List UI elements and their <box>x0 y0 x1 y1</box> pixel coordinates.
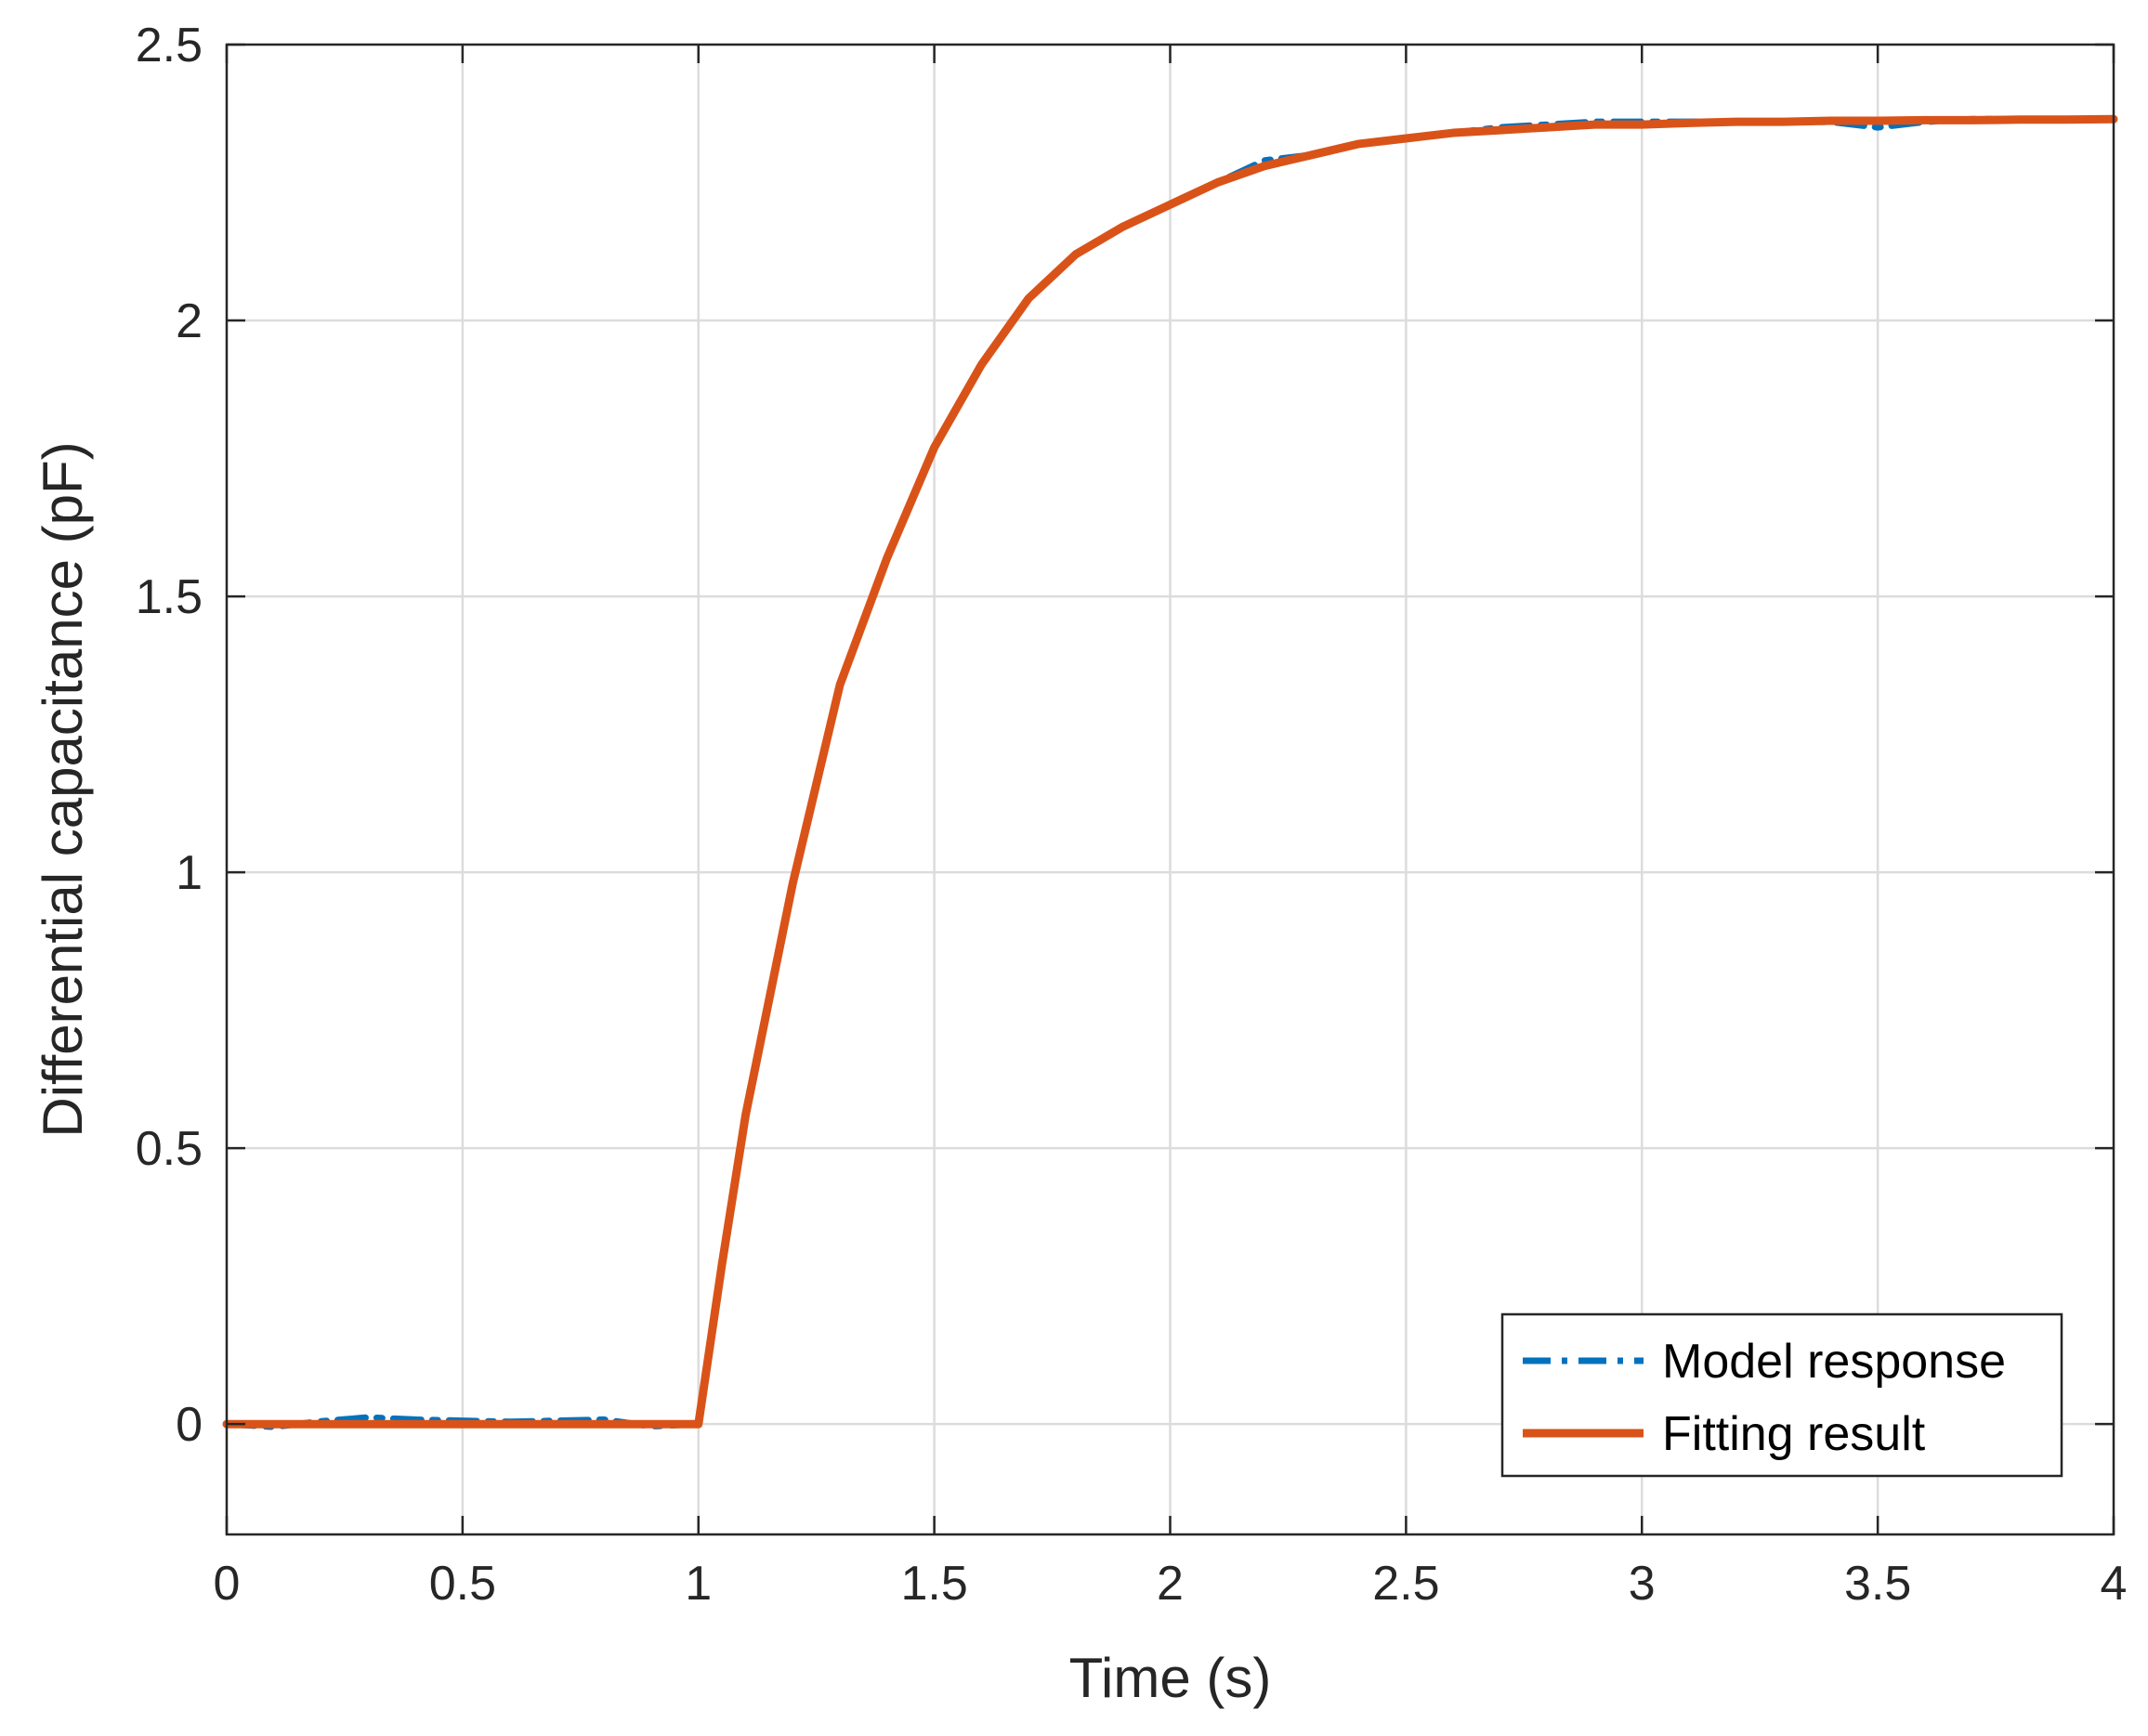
ticks <box>225 43 2115 1534</box>
legend-label-fitting-result: Fitting result <box>1662 1407 1926 1461</box>
y-tick-label-5: 2.5 <box>136 19 203 72</box>
tick-labels: 0 0.5 1 1.5 2 2.5 3 3.5 4 0 0.5 1 1.5 2 2.5 <box>136 19 2128 1611</box>
legend-box <box>1500 1312 2063 1478</box>
x-tick-label-8: 4 <box>2101 1557 2128 1611</box>
x-axis-title: Time (s) <box>1069 1647 1272 1709</box>
y-tick-label-4: 2 <box>176 294 203 348</box>
y-tick-label-2: 1 <box>176 846 203 900</box>
x-tick-label-3: 1.5 <box>900 1557 967 1611</box>
y-axis-title: Differential capacitance (pF) <box>32 441 94 1137</box>
x-tick-label-5: 2.5 <box>1372 1557 1439 1611</box>
x-tick-label-0: 0 <box>214 1557 241 1611</box>
series-group <box>222 114 2118 1430</box>
y-tick-label-0: 0 <box>176 1398 203 1452</box>
x-tick-label-6: 3 <box>1629 1557 1656 1611</box>
x-tick-label-4: 2 <box>1157 1557 1184 1611</box>
y-tick-label-3: 1.5 <box>136 570 203 624</box>
legend-label-model-response: Model response <box>1662 1335 2006 1389</box>
legend: Model response Fitting result <box>1500 1312 2063 1478</box>
x-tick-label-2: 1 <box>685 1557 712 1611</box>
y-tick-label-1: 0.5 <box>136 1122 203 1176</box>
series-line-1 <box>222 114 2118 1429</box>
x-tick-label-1: 0.5 <box>429 1557 496 1611</box>
x-tick-label-7: 3.5 <box>1844 1557 1911 1611</box>
